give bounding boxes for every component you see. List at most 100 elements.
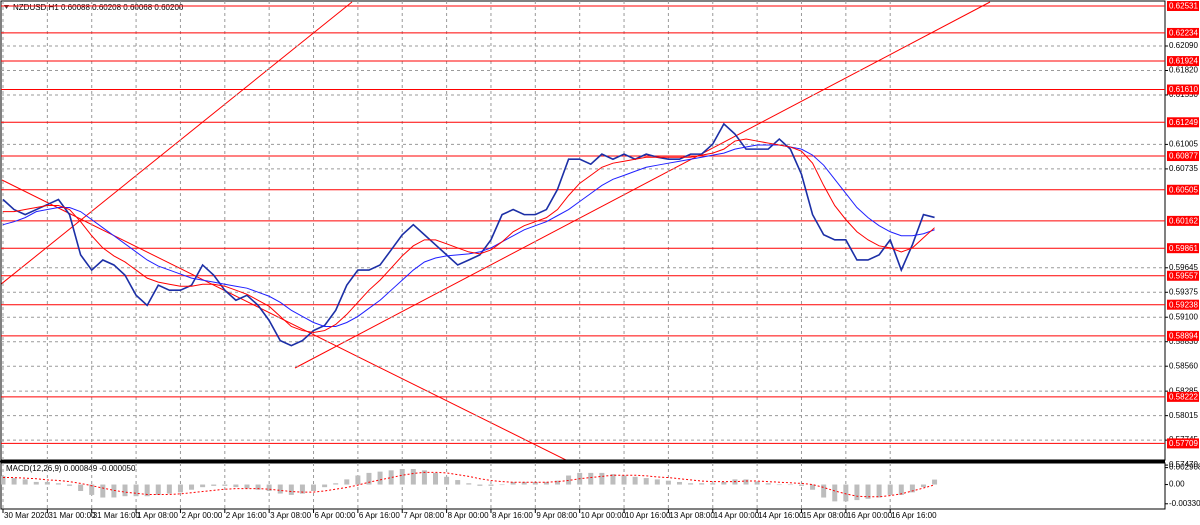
macd-bar bbox=[787, 484, 793, 486]
macd-bar bbox=[311, 484, 317, 492]
level-label: 0.57709 bbox=[1169, 439, 1198, 448]
macd-bar bbox=[211, 484, 217, 486]
macd-bar bbox=[743, 479, 749, 485]
x-tick-label: 6 Apr 16:00 bbox=[359, 511, 400, 520]
level-label-bg bbox=[1167, 270, 1199, 281]
x-tick-label: 13 Apr 08:00 bbox=[669, 511, 715, 520]
trendline bbox=[294, 1, 991, 369]
level-label: 0.58894 bbox=[1169, 332, 1198, 341]
level-label-bg bbox=[1167, 56, 1199, 67]
chart-title: NZDUSD,H1 0.60088 0.60208 0.60068 0.6020… bbox=[13, 3, 184, 12]
level-label: 0.59861 bbox=[1169, 244, 1198, 253]
macd-bar bbox=[55, 483, 61, 485]
x-tick-label: 14 Apr 00:00 bbox=[714, 511, 760, 520]
macd-bar bbox=[444, 476, 450, 485]
x-tick-label: 16 Apr 16:00 bbox=[891, 511, 937, 520]
macd-bar bbox=[932, 479, 938, 485]
macd-bar bbox=[610, 474, 616, 485]
macd-bar bbox=[355, 475, 361, 485]
y-tick-label: 0.58285 bbox=[1169, 386, 1198, 395]
level-label-bg bbox=[1167, 184, 1199, 195]
macd-bar bbox=[67, 484, 73, 486]
macd-bar bbox=[588, 472, 594, 485]
x-tick-label: 8 Apr 00:00 bbox=[448, 511, 489, 520]
y-tick-label: 0.57470 bbox=[1169, 460, 1198, 469]
level-label: 0.60877 bbox=[1169, 152, 1198, 161]
macd-bar bbox=[699, 483, 705, 485]
macd-title: MACD(12,26,9) 0.000849 -0.000050 bbox=[6, 464, 136, 473]
macd-bar bbox=[621, 475, 627, 485]
moving-average bbox=[3, 138, 935, 334]
y-tick-label: 0.002908 bbox=[1169, 463, 1200, 472]
macd-bar bbox=[854, 484, 860, 501]
macd-bar bbox=[22, 479, 28, 485]
macd-bar bbox=[876, 484, 882, 498]
level-label-bg bbox=[1167, 215, 1199, 226]
macd-bar bbox=[344, 479, 350, 485]
level-label: 0.62531 bbox=[1169, 2, 1198, 11]
level-label: 0.62234 bbox=[1169, 29, 1198, 38]
macd-bar bbox=[200, 484, 206, 488]
y-tick-label: 0.58015 bbox=[1169, 411, 1198, 420]
macd-bar bbox=[89, 484, 95, 495]
macd-frame bbox=[0, 462, 1166, 510]
level-label: 0.59557 bbox=[1169, 271, 1198, 280]
main-frame bbox=[0, 0, 1166, 461]
x-tick-label: 10 Apr 00:00 bbox=[581, 511, 627, 520]
x-tick-label: 14 Apr 16:00 bbox=[758, 511, 804, 520]
macd-bar bbox=[665, 480, 671, 485]
y-tick-label: 0.61550 bbox=[1169, 90, 1198, 99]
macd-bar bbox=[100, 484, 106, 498]
macd-bar bbox=[898, 484, 904, 495]
x-tick-label: 31 Mar 00:00 bbox=[48, 511, 96, 520]
macd-bar bbox=[299, 484, 305, 494]
signal-line bbox=[3, 471, 935, 498]
macd-bar bbox=[322, 484, 328, 488]
macd-bar bbox=[33, 481, 39, 485]
macd-bar bbox=[555, 480, 560, 485]
y-tick-label: 0.59645 bbox=[1169, 263, 1198, 272]
macd-bar bbox=[643, 478, 649, 485]
macd-bar bbox=[810, 484, 816, 490]
macd-bar bbox=[388, 470, 394, 485]
macd-bar bbox=[222, 484, 228, 486]
macd-bar bbox=[277, 484, 283, 494]
x-tick-label: 15 Apr 08:00 bbox=[802, 511, 848, 520]
macd-bar bbox=[244, 484, 250, 489]
y-tick-label: 0.00 bbox=[1169, 480, 1185, 489]
macd-bar bbox=[865, 484, 871, 499]
level-label: 0.61610 bbox=[1169, 85, 1198, 94]
macd-bar bbox=[654, 479, 660, 485]
macd-bar bbox=[843, 484, 849, 502]
macd-bar bbox=[421, 470, 427, 485]
x-tick-label: 7 Apr 08:00 bbox=[403, 511, 444, 520]
macd-bar bbox=[144, 484, 150, 497]
macd-bar bbox=[399, 468, 405, 485]
trendline bbox=[1, 1, 353, 285]
macd-bar bbox=[599, 472, 605, 485]
y-tick-label: 0.59100 bbox=[1169, 312, 1198, 321]
macd-bar bbox=[798, 484, 804, 486]
macd-bar bbox=[133, 484, 139, 497]
level-label-bg bbox=[1167, 330, 1199, 341]
level-label-bg bbox=[1167, 0, 1199, 11]
macd-bar bbox=[111, 484, 117, 498]
macd-bar bbox=[776, 484, 782, 486]
macd-bar bbox=[166, 484, 172, 494]
macd-plot bbox=[1, 463, 938, 509]
x-tick-label: 31 Mar 16:00 bbox=[93, 511, 141, 520]
macd-bar bbox=[710, 483, 716, 485]
macd-bar bbox=[366, 472, 372, 485]
macd-bar bbox=[466, 483, 472, 485]
level-label-bg bbox=[1167, 27, 1199, 38]
macd-bar bbox=[488, 484, 494, 486]
x-tick-label: 30 Mar 2020 bbox=[4, 511, 49, 520]
y-tick-label: 0.60735 bbox=[1169, 164, 1198, 173]
macd-bar bbox=[11, 478, 17, 485]
macd-bar bbox=[155, 484, 161, 495]
macd-bar bbox=[510, 481, 516, 485]
macd-bar bbox=[909, 484, 915, 493]
macd-bar bbox=[821, 484, 827, 498]
